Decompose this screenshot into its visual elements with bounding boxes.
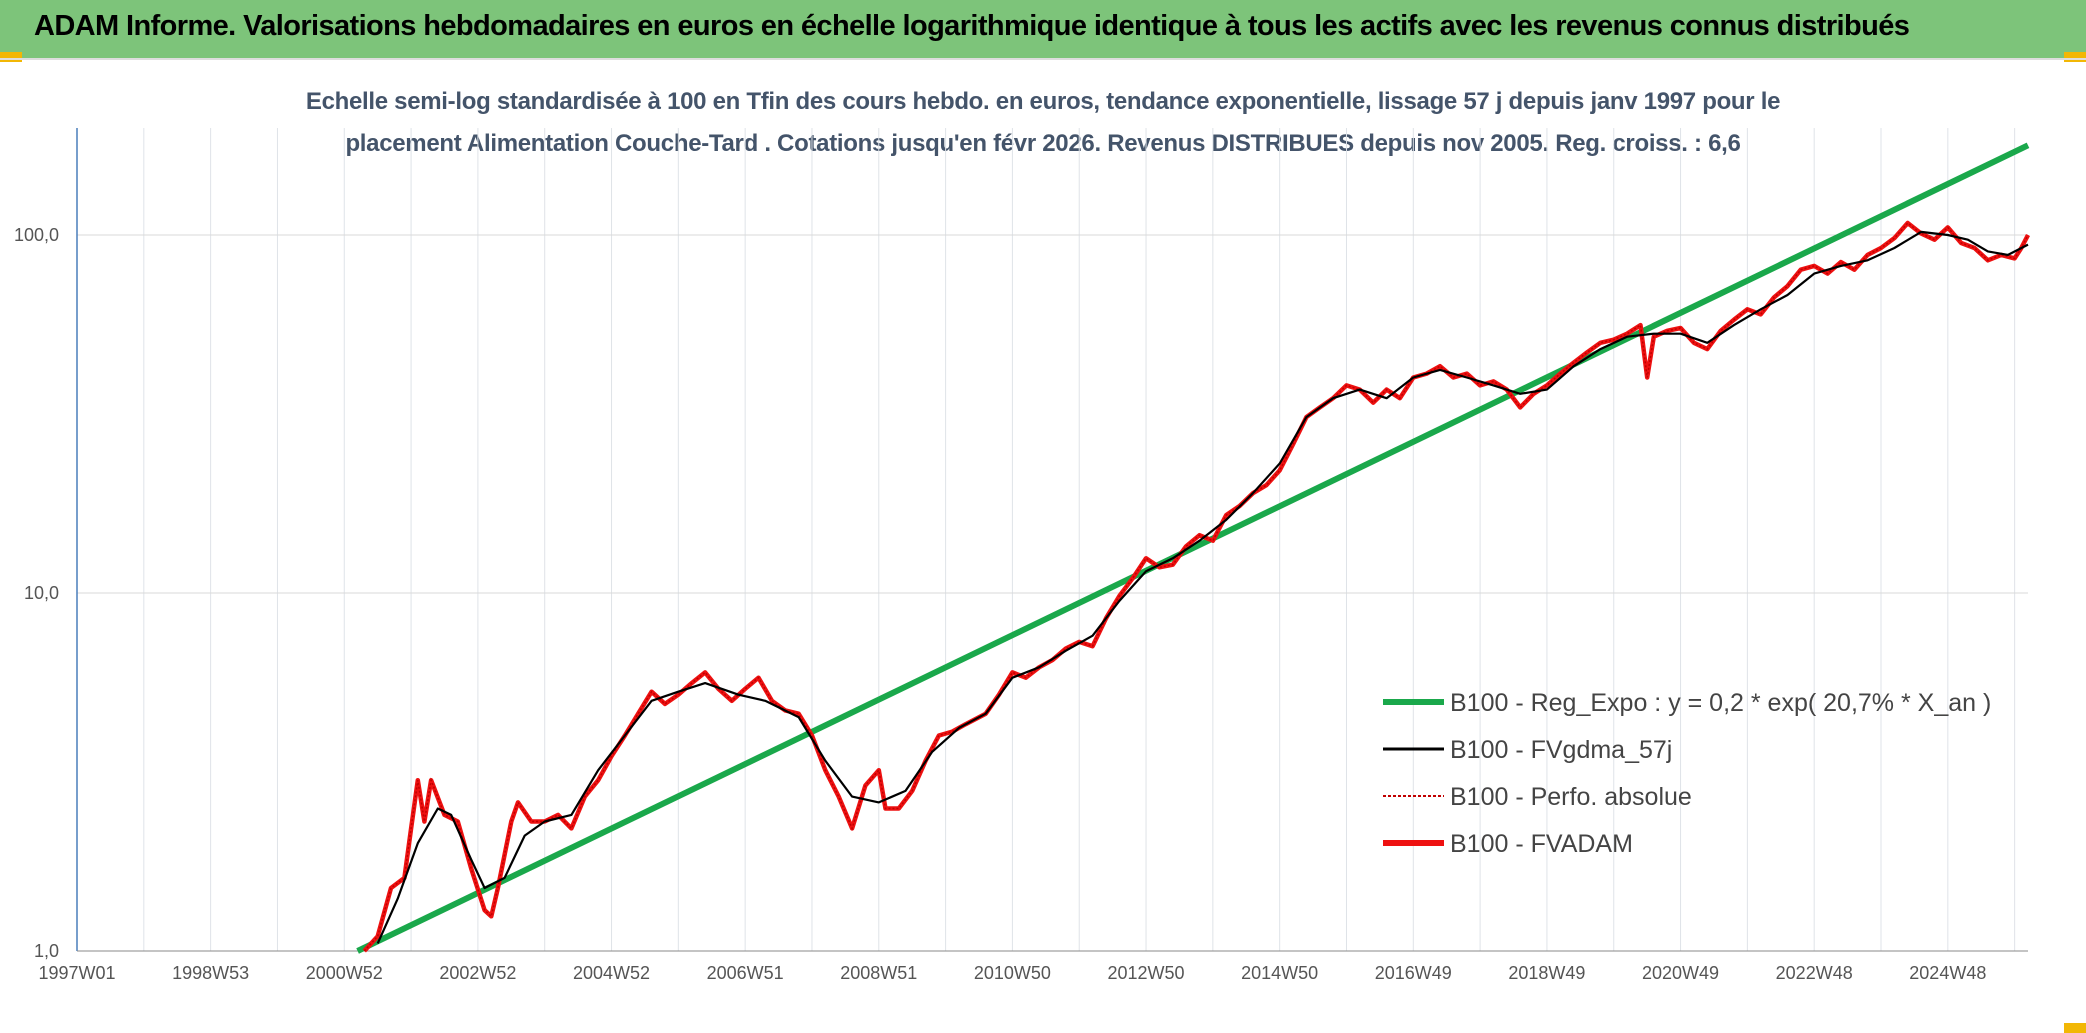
x-tick-label: 2014W50 — [1241, 963, 1318, 983]
x-tick-label: 2020W49 — [1642, 963, 1719, 983]
x-tick-label: 2016W49 — [1375, 963, 1452, 983]
x-tick-label: 2012W50 — [1108, 963, 1185, 983]
legend-fvgdma-label: B100 - FVgdma_57j — [1450, 736, 1672, 764]
x-tick-label: 2018W49 — [1508, 963, 1585, 983]
series-fvgdma-line — [376, 230, 2029, 944]
legend-reg-expo-label: B100 - Reg_Expo : y = 0,2 * exp( 20,7% *… — [1450, 689, 1991, 717]
x-tick-label: 1998W53 — [172, 963, 249, 983]
y-tick-label: 10,0 — [24, 583, 59, 603]
series-reg-expo-line — [356, 142, 2030, 954]
y-tick-label: 1,0 — [34, 941, 59, 961]
x-tick-label: 2004W52 — [573, 963, 650, 983]
x-tick-label: 2010W50 — [974, 963, 1051, 983]
chart-subtitle-line1: Echelle semi-log standardisée à 100 en T… — [305, 88, 1781, 115]
y-tick-label: 100,0 — [14, 225, 59, 245]
corner-marker-bottom-right — [2064, 1023, 2086, 1033]
legend-perfo-absolue-label: B100 - Perfo. absolue — [1450, 783, 1692, 811]
x-tick-label: 2024W48 — [1909, 963, 1986, 983]
page-title: ADAM Informe. Valorisations hebdomadaire… — [34, 10, 1910, 42]
chart-frame — [0, 58, 2086, 1033]
corner-marker-left — [0, 52, 22, 62]
header-bar: ADAM Informe. Valorisations hebdomadaire… — [0, 0, 2086, 60]
legend-fvadam-label: B100 - FVADAM — [1450, 830, 1633, 858]
x-tick-label: 2008W51 — [840, 963, 917, 983]
x-tick-label: 2022W48 — [1776, 963, 1853, 983]
x-tick-label: 1997W01 — [38, 963, 115, 983]
x-tick-label: 2002W52 — [439, 963, 516, 983]
x-tick-label: 2000W52 — [306, 963, 383, 983]
chart-subtitle-line2: placement Alimentation Couche-Tard . Cot… — [345, 130, 1741, 157]
series-perfo-absolue-line — [363, 221, 2029, 952]
corner-marker-right — [2064, 52, 2086, 62]
x-tick-label: 2006W51 — [707, 963, 784, 983]
series-fvadam-line — [362, 220, 2031, 953]
